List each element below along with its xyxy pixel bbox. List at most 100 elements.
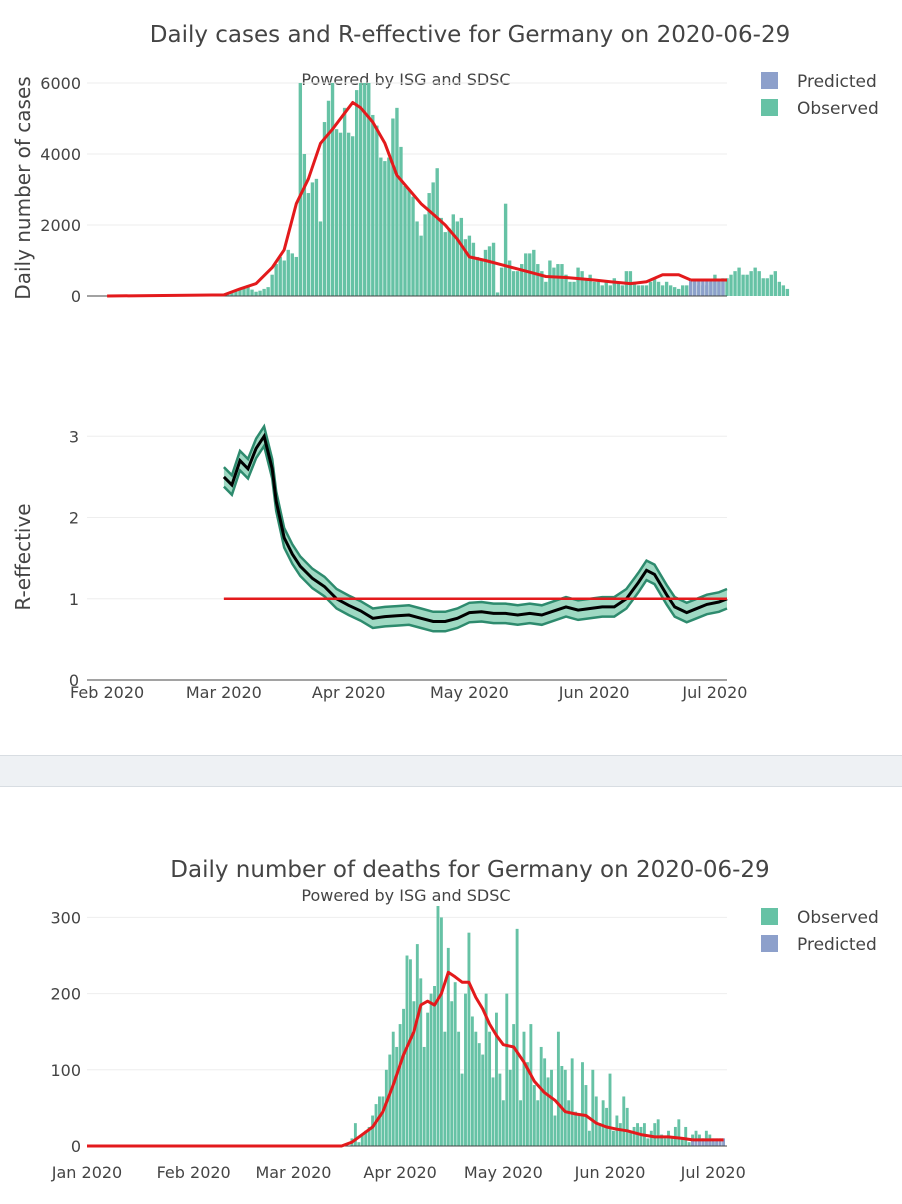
observed-bar[interactable] xyxy=(567,1100,571,1146)
observed-bar[interactable] xyxy=(625,1107,629,1146)
observed-bar[interactable] xyxy=(262,288,266,296)
predicted-bar[interactable] xyxy=(701,280,705,296)
observed-bar[interactable] xyxy=(364,1130,368,1146)
deaths-legend[interactable]: Observed Predicted xyxy=(761,908,879,955)
predicted-bar[interactable] xyxy=(698,1138,701,1146)
observed-bar[interactable] xyxy=(423,214,427,296)
observed-bar[interactable] xyxy=(677,288,681,296)
observed-bar[interactable] xyxy=(543,1058,547,1146)
observed-bar[interactable] xyxy=(330,83,335,296)
observed-bar[interactable] xyxy=(379,157,383,296)
observed-bar[interactable] xyxy=(632,1126,636,1146)
observed-bar[interactable] xyxy=(649,1130,653,1146)
observed-bar[interactable] xyxy=(656,281,661,296)
observed-bar[interactable] xyxy=(618,1123,622,1146)
observed-bar[interactable] xyxy=(342,107,347,296)
observed-bar[interactable] xyxy=(402,1008,406,1146)
observed-bar[interactable] xyxy=(353,1123,357,1146)
observed-bar[interactable] xyxy=(576,267,580,296)
observed-bar[interactable] xyxy=(749,271,753,296)
observed-bar[interactable] xyxy=(433,986,436,1146)
observed-bar[interactable] xyxy=(629,1130,633,1146)
observed-bar[interactable] xyxy=(258,290,262,296)
observed-bar[interactable] xyxy=(548,260,552,297)
observed-bar[interactable] xyxy=(656,1119,660,1146)
observed-bar[interactable] xyxy=(572,281,576,296)
observed-bar[interactable] xyxy=(552,267,556,296)
observed-bar[interactable] xyxy=(761,278,765,296)
predicted-bar[interactable] xyxy=(691,1138,695,1146)
observed-bar[interactable] xyxy=(560,264,564,296)
observed-bar[interactable] xyxy=(652,278,657,296)
observed-bar[interactable] xyxy=(600,285,604,296)
observed-bar[interactable] xyxy=(741,274,745,296)
observed-bar[interactable] xyxy=(670,1138,674,1146)
observed-bar[interactable] xyxy=(391,118,395,297)
observed-bar[interactable] xyxy=(250,289,254,296)
observed-bar[interactable] xyxy=(443,232,447,296)
observed-bar[interactable] xyxy=(592,281,596,296)
observed-bar[interactable] xyxy=(242,287,246,296)
observed-bar[interactable] xyxy=(290,253,294,296)
observed-bar[interactable] xyxy=(471,242,476,296)
reff-lower-bound[interactable] xyxy=(223,442,728,633)
observed-bar[interactable] xyxy=(422,1046,426,1146)
observed-bar[interactable] xyxy=(415,944,419,1146)
observed-bar[interactable] xyxy=(601,1100,605,1146)
observed-bar[interactable] xyxy=(254,291,258,296)
predicted-bar[interactable] xyxy=(715,1138,719,1146)
observed-bar[interactable] xyxy=(584,278,588,296)
observed-bar[interactable] xyxy=(483,249,488,296)
observed-bar[interactable] xyxy=(306,193,311,296)
observed-bar[interactable] xyxy=(553,1115,557,1146)
observed-bar[interactable] xyxy=(512,1024,516,1146)
observed-bar[interactable] xyxy=(594,1096,598,1146)
legend-predicted-label[interactable]: Predicted xyxy=(797,72,877,92)
observed-bar[interactable] xyxy=(363,83,367,296)
observed-bar[interactable] xyxy=(383,161,387,296)
legend-predicted-label[interactable]: Predicted xyxy=(797,935,877,955)
reff-mean-line[interactable] xyxy=(222,432,728,623)
observed-bar[interactable] xyxy=(367,83,371,296)
observed-bar[interactable] xyxy=(501,1100,505,1146)
observed-bar[interactable] xyxy=(435,168,439,296)
observed-bar[interactable] xyxy=(680,1138,684,1146)
observed-bar[interactable] xyxy=(491,242,496,296)
observed-bar[interactable] xyxy=(326,100,331,296)
observed-bar[interactable] xyxy=(415,221,419,296)
smoothed-trend-line[interactable] xyxy=(107,101,692,298)
observed-bar[interactable] xyxy=(388,1054,392,1146)
observed-bar[interactable] xyxy=(439,917,443,1146)
observed-bar[interactable] xyxy=(460,1073,464,1146)
observed-bar[interactable] xyxy=(729,274,733,296)
observed-bar[interactable] xyxy=(429,993,433,1146)
observed-bar[interactable] xyxy=(455,221,460,296)
reff-upper-bound[interactable] xyxy=(223,423,728,614)
observed-bar[interactable] xyxy=(411,196,415,296)
observed-bar[interactable] xyxy=(536,1100,540,1146)
observed-bar[interactable] xyxy=(499,267,504,296)
observed-bar[interactable] xyxy=(660,1134,664,1146)
observed-bar[interactable] xyxy=(539,1046,543,1146)
observed-bar[interactable] xyxy=(360,1134,364,1146)
observed-bar[interactable] xyxy=(777,281,782,296)
observed-bar[interactable] xyxy=(477,1043,481,1146)
observed-bar[interactable] xyxy=(568,281,572,296)
observed-bar[interactable] xyxy=(350,136,355,296)
observed-bar[interactable] xyxy=(632,281,637,296)
observed-bar[interactable] xyxy=(407,189,411,297)
observed-bar[interactable] xyxy=(536,264,540,296)
observed-bar[interactable] xyxy=(453,982,457,1146)
observed-bar[interactable] xyxy=(664,281,669,296)
observed-bar[interactable] xyxy=(681,285,685,296)
observed-bar[interactable] xyxy=(475,256,480,296)
observed-bar[interactable] xyxy=(544,281,548,296)
observed-bar[interactable] xyxy=(622,1096,626,1146)
observed-bar[interactable] xyxy=(615,1115,619,1146)
observed-bar[interactable] xyxy=(737,267,741,296)
observed-bar[interactable] xyxy=(443,1031,447,1146)
observed-bar[interactable] xyxy=(479,260,484,297)
predicted-bar[interactable] xyxy=(711,1138,715,1146)
observed-bar[interactable] xyxy=(684,1126,688,1146)
observed-bar[interactable] xyxy=(648,281,653,296)
